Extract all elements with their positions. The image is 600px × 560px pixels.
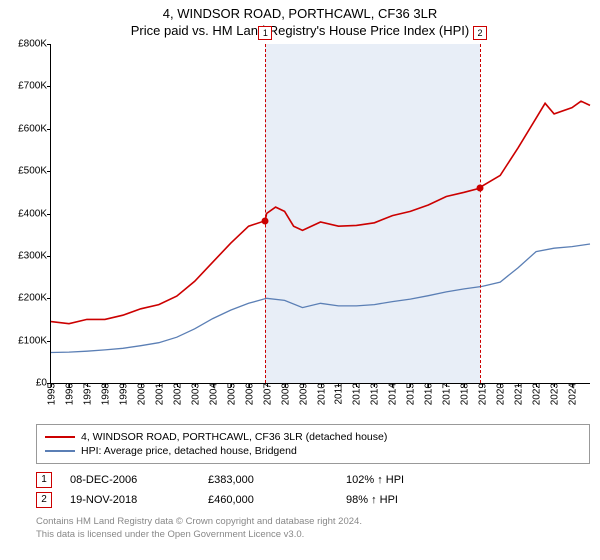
sale-dot (262, 217, 269, 224)
x-axis-label: 1999 (116, 383, 129, 405)
x-axis-label: 2010 (314, 383, 327, 405)
series-line (51, 101, 590, 324)
sale-price: £460,000 (208, 494, 328, 506)
x-axis-label: 2018 (458, 383, 471, 405)
sale-row: 2 19-NOV-2018 £460,000 98% ↑ HPI (36, 492, 590, 508)
y-tick (47, 298, 51, 299)
y-tick (47, 129, 51, 130)
y-tick (47, 256, 51, 257)
x-axis-label: 2013 (368, 383, 381, 405)
y-tick (47, 214, 51, 215)
sale-date: 08-DEC-2006 (70, 474, 190, 486)
x-axis-label: 2002 (170, 383, 183, 405)
sale-pct: 98% ↑ HPI (346, 494, 466, 506)
sale-date: 19-NOV-2018 (70, 494, 190, 506)
x-axis-label: 2020 (494, 383, 507, 405)
x-axis-label: 2019 (476, 383, 489, 405)
legend-label: HPI: Average price, detached house, Brid… (81, 445, 297, 457)
x-axis-label: 1995 (45, 383, 58, 405)
chart-title-address: 4, WINDSOR ROAD, PORTHCAWL, CF36 3LR (0, 6, 600, 21)
x-axis-label: 1997 (80, 383, 93, 405)
y-tick (47, 86, 51, 87)
x-axis-label: 1998 (98, 383, 111, 405)
x-axis-label: 2022 (530, 383, 543, 405)
legend-label: 4, WINDSOR ROAD, PORTHCAWL, CF36 3LR (de… (81, 431, 387, 443)
x-axis-label: 2009 (296, 383, 309, 405)
chart-lines (51, 44, 590, 383)
y-tick (47, 341, 51, 342)
legend-row: 4, WINDSOR ROAD, PORTHCAWL, CF36 3LR (de… (45, 431, 581, 443)
x-axis-label: 2012 (350, 383, 363, 405)
sale-marker-1: 1 (258, 26, 272, 40)
footer-line-1: Contains HM Land Registry data © Crown c… (36, 516, 590, 529)
x-axis-label: 2001 (152, 383, 165, 405)
x-axis-label: 2016 (422, 383, 435, 405)
arrow-up-icon: ↑ (371, 494, 377, 506)
x-axis-label: 2008 (278, 383, 291, 405)
x-axis-label: 2000 (134, 383, 147, 405)
x-axis-label: 2014 (386, 383, 399, 405)
y-tick (47, 44, 51, 45)
price-chart: £0£100K£200K£300K£400K£500K£600K£700K£80… (50, 44, 590, 384)
sale-vline (480, 44, 481, 383)
chart-title-subtitle: Price paid vs. HM Land Registry's House … (0, 23, 600, 38)
x-axis-label: 2006 (242, 383, 255, 405)
sale-row: 1 08-DEC-2006 £383,000 102% ↑ HPI (36, 472, 590, 488)
y-tick (47, 171, 51, 172)
legend-row: HPI: Average price, detached house, Brid… (45, 445, 581, 457)
sale-dot (477, 185, 484, 192)
x-axis-label: 2011 (332, 383, 345, 405)
x-axis-label: 2003 (188, 383, 201, 405)
legend-swatch (45, 436, 75, 438)
legend: 4, WINDSOR ROAD, PORTHCAWL, CF36 3LR (de… (36, 424, 590, 464)
sale-markers-table: 1 08-DEC-2006 £383,000 102% ↑ HPI 2 19-NOV-20… (36, 472, 590, 508)
x-axis-label: 2007 (260, 383, 273, 405)
sale-pct: 102% ↑ HPI (346, 474, 466, 486)
footer-line-2: This data is licensed under the Open Gov… (36, 529, 590, 542)
sale-marker-2: 2 (473, 26, 487, 40)
x-axis-label: 2023 (548, 383, 561, 405)
series-line (51, 244, 590, 353)
x-axis-label: 1996 (62, 383, 75, 405)
sale-number: 1 (36, 472, 52, 488)
sale-number: 2 (36, 492, 52, 508)
x-axis-label: 2017 (440, 383, 453, 405)
x-axis-label: 2015 (404, 383, 417, 405)
x-axis-label: 2004 (206, 383, 219, 405)
arrow-up-icon: ↑ (377, 474, 383, 486)
footer-attribution: Contains HM Land Registry data © Crown c… (36, 516, 590, 542)
x-axis-label: 2005 (224, 383, 237, 405)
x-axis-label: 2021 (512, 383, 525, 405)
sale-vline (265, 44, 266, 383)
sale-price: £383,000 (208, 474, 328, 486)
legend-swatch (45, 450, 75, 452)
x-axis-label: 2024 (566, 383, 579, 405)
